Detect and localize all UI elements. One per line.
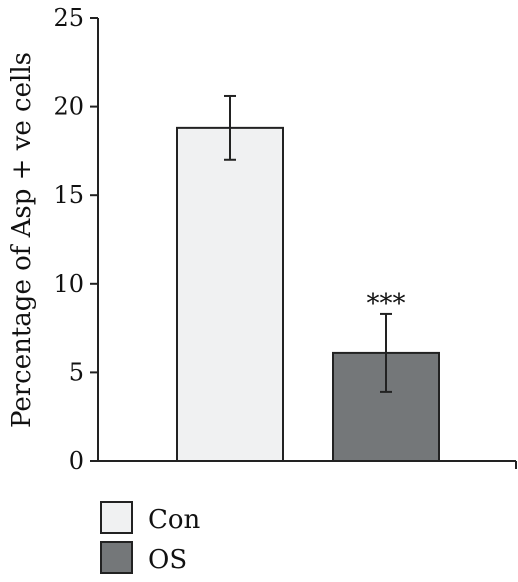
y-axis-label: Percentage of Asp + ve cells [7,52,37,428]
y-tick-label-15: 15 [53,181,84,209]
y-tick-label-5: 5 [69,358,84,386]
y-tick-label-0: 0 [69,447,84,475]
bar-con [176,126,284,462]
y-tick-label-20: 20 [53,93,84,121]
bars [176,126,440,462]
y-tick-label-10: 10 [53,270,84,298]
error-bars [224,94,392,393]
legend: Con OS [100,501,201,575]
legend-label-con: Con [148,505,201,535]
legend-label-os: OS [148,545,187,575]
axes: 0 5 10 15 20 25 [53,4,517,475]
annotations: *** [367,289,406,319]
y-tick-label-25: 25 [53,4,84,32]
legend-swatch-con [100,501,133,534]
legend-swatch-os [100,541,133,574]
significance-marker-os: *** [367,289,406,319]
